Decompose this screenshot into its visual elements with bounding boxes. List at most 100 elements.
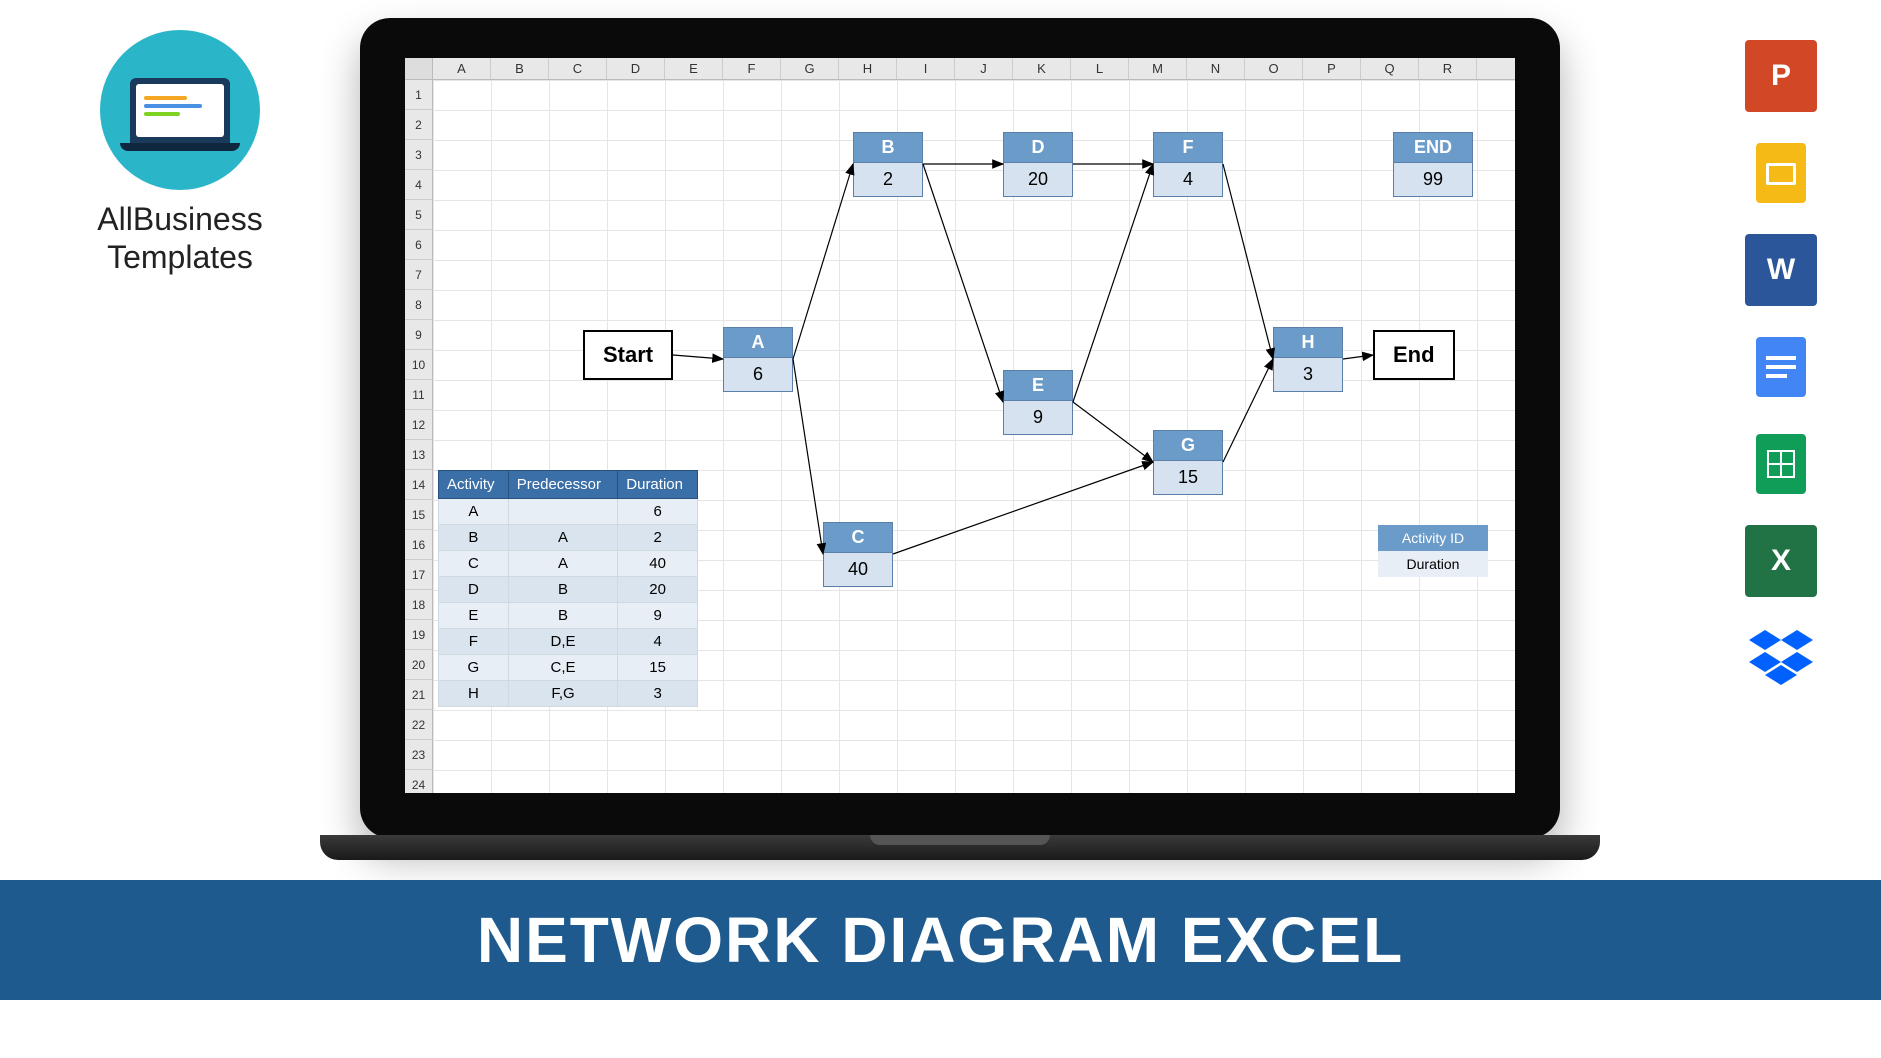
- node-duration: 20: [1004, 163, 1072, 196]
- end-summary-node: END 99: [1393, 132, 1473, 197]
- activity-node-G: G15: [1153, 430, 1223, 495]
- legend-box: Activity ID Duration: [1378, 525, 1488, 577]
- table-cell: B: [508, 603, 617, 629]
- table-row: A6: [439, 499, 698, 525]
- row-header[interactable]: 18: [405, 590, 432, 620]
- table-cell: E: [439, 603, 509, 629]
- row-header[interactable]: 9: [405, 320, 432, 350]
- row-header[interactable]: 24: [405, 770, 432, 793]
- activity-node-F: F4: [1153, 132, 1223, 197]
- node-duration: 3: [1274, 358, 1342, 391]
- start-node: Start: [583, 330, 673, 380]
- column-headers: ABCDEFGHIJKLMNOPQR: [433, 58, 1515, 80]
- activity-node-D: D20: [1003, 132, 1073, 197]
- node-duration: 40: [824, 553, 892, 586]
- row-header[interactable]: 15: [405, 500, 432, 530]
- row-header[interactable]: 13: [405, 440, 432, 470]
- row-header[interactable]: 21: [405, 680, 432, 710]
- column-header[interactable]: Q: [1361, 58, 1419, 79]
- excel-icon[interactable]: X: [1745, 525, 1817, 597]
- node-id: D: [1004, 133, 1072, 163]
- logo-circle: [100, 30, 260, 190]
- table-cell: 9: [618, 603, 698, 629]
- edge-start-A: [673, 355, 723, 359]
- activity-node-A: A6: [723, 327, 793, 392]
- column-header[interactable]: H: [839, 58, 897, 79]
- row-header[interactable]: 2: [405, 110, 432, 140]
- row-header[interactable]: 6: [405, 230, 432, 260]
- node-id: C: [824, 523, 892, 553]
- table-cell: F,G: [508, 681, 617, 707]
- table-cell: G: [439, 655, 509, 681]
- column-header[interactable]: C: [549, 58, 607, 79]
- row-header[interactable]: 20: [405, 650, 432, 680]
- column-header[interactable]: A: [433, 58, 491, 79]
- column-header[interactable]: O: [1245, 58, 1303, 79]
- row-header[interactable]: 3: [405, 140, 432, 170]
- table-header-cell: Activity: [439, 471, 509, 499]
- table-cell: 6: [618, 499, 698, 525]
- row-header[interactable]: 17: [405, 560, 432, 590]
- column-header[interactable]: L: [1071, 58, 1129, 79]
- row-header[interactable]: 5: [405, 200, 432, 230]
- activity-node-C: C40: [823, 522, 893, 587]
- row-header[interactable]: 19: [405, 620, 432, 650]
- table-cell: B: [508, 577, 617, 603]
- node-id: E: [1004, 371, 1072, 401]
- select-all-corner[interactable]: [405, 58, 433, 80]
- word-icon[interactable]: W: [1745, 234, 1817, 306]
- row-header[interactable]: 1: [405, 80, 432, 110]
- column-header[interactable]: B: [491, 58, 549, 79]
- table-cell: A: [508, 525, 617, 551]
- edge-B-E: [923, 164, 1003, 402]
- activity-node-H: H3: [1273, 327, 1343, 392]
- column-header[interactable]: R: [1419, 58, 1477, 79]
- powerpoint-icon[interactable]: P: [1745, 40, 1817, 112]
- row-header[interactable]: 11: [405, 380, 432, 410]
- row-header[interactable]: 23: [405, 740, 432, 770]
- row-headers: 123456789101112131415161718192021222324: [405, 80, 433, 793]
- table-row: EB9: [439, 603, 698, 629]
- row-header[interactable]: 16: [405, 530, 432, 560]
- table-cell: 3: [618, 681, 698, 707]
- activity-node-B: B2: [853, 132, 923, 197]
- spreadsheet-grid[interactable]: Start End A6B2C40D20E9F4G15H3 END 99 Act…: [433, 80, 1515, 793]
- column-header[interactable]: E: [665, 58, 723, 79]
- row-header[interactable]: 22: [405, 710, 432, 740]
- row-header[interactable]: 4: [405, 170, 432, 200]
- docs-icon[interactable]: [1745, 331, 1817, 403]
- sheets-icon[interactable]: [1745, 428, 1817, 500]
- dropbox-icon[interactable]: [1745, 622, 1817, 694]
- slides-icon[interactable]: [1745, 137, 1817, 209]
- column-header[interactable]: P: [1303, 58, 1361, 79]
- row-header[interactable]: 10: [405, 350, 432, 380]
- activity-table: ActivityPredecessorDuration A6BA2CA40DB2…: [438, 470, 698, 707]
- laptop-mockup: ABCDEFGHIJKLMNOPQR 123456789101112131415…: [360, 18, 1560, 838]
- node-duration: 6: [724, 358, 792, 391]
- table-row: BA2: [439, 525, 698, 551]
- column-header[interactable]: G: [781, 58, 839, 79]
- column-header[interactable]: F: [723, 58, 781, 79]
- row-header[interactable]: 8: [405, 290, 432, 320]
- column-header[interactable]: D: [607, 58, 665, 79]
- logo-laptop-icon: [130, 78, 230, 143]
- brand-logo: AllBusinessTemplates: [60, 30, 300, 277]
- row-header[interactable]: 12: [405, 410, 432, 440]
- banner-text: NETWORK DIAGRAM EXCEL: [477, 903, 1404, 977]
- column-header[interactable]: K: [1013, 58, 1071, 79]
- row-header[interactable]: 7: [405, 260, 432, 290]
- table-cell: 40: [618, 551, 698, 577]
- row-header[interactable]: 14: [405, 470, 432, 500]
- column-header[interactable]: N: [1187, 58, 1245, 79]
- column-header[interactable]: J: [955, 58, 1013, 79]
- table-header-cell: Predecessor: [508, 471, 617, 499]
- edge-E-G: [1073, 402, 1153, 462]
- node-id: B: [854, 133, 922, 163]
- node-id: F: [1154, 133, 1222, 163]
- table-cell: D,E: [508, 629, 617, 655]
- column-header[interactable]: M: [1129, 58, 1187, 79]
- end-node: End: [1373, 330, 1455, 380]
- column-header[interactable]: I: [897, 58, 955, 79]
- table-cell: C: [439, 551, 509, 577]
- node-id: A: [724, 328, 792, 358]
